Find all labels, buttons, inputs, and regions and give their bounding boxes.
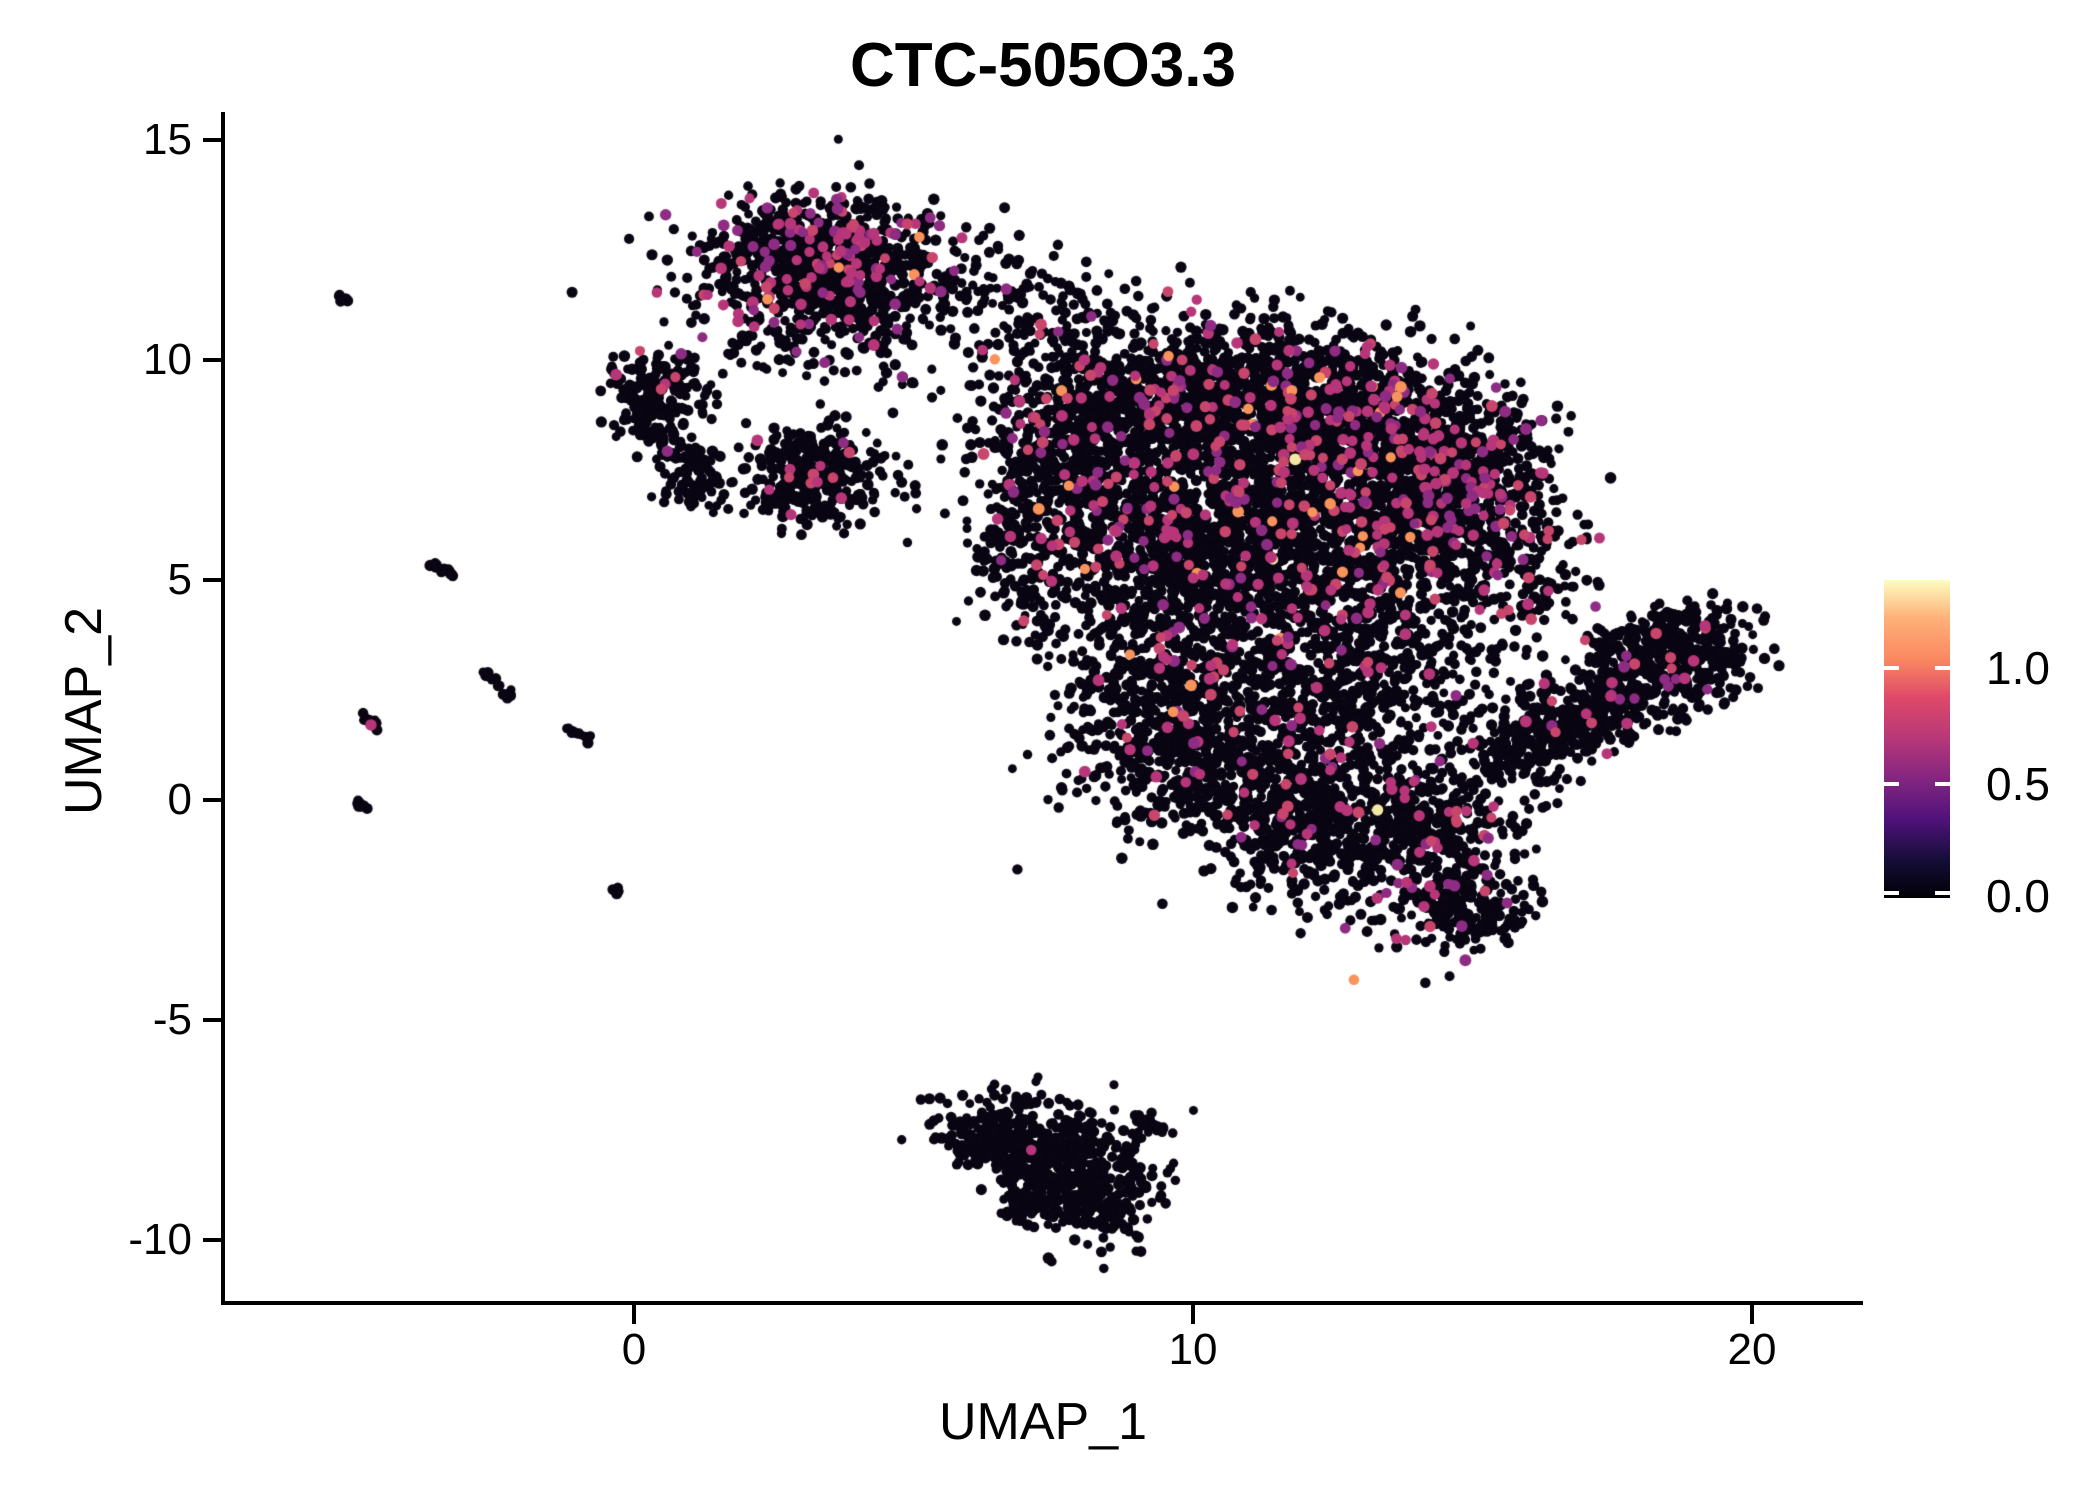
plot-title: CTC-505O3.3 bbox=[850, 31, 1236, 100]
y-tick-label-10: 10 bbox=[143, 335, 192, 384]
y-tick-label-5: 5 bbox=[167, 555, 192, 604]
x-axis-line bbox=[221, 1301, 1863, 1305]
y-tick-mark-5 bbox=[203, 578, 222, 582]
x-tick-mark-0 bbox=[632, 1305, 636, 1324]
x-axis-title: UMAP_1 bbox=[938, 1393, 1148, 1451]
x-tick-mark-20 bbox=[1750, 1305, 1754, 1324]
y-tick-mark-10 bbox=[203, 358, 222, 362]
y-axis-title: UMAP_2 bbox=[55, 606, 113, 816]
colorbar-label-0.0: 0.0 bbox=[1986, 870, 2050, 922]
colorbar-tick-0.5-right bbox=[1935, 782, 1950, 786]
x-tick-mark-10 bbox=[1191, 1305, 1195, 1324]
colorbar-tick-1.0-left bbox=[1884, 666, 1899, 670]
y-tick-label-15: 15 bbox=[143, 115, 192, 164]
colorbar-label-0.5: 0.5 bbox=[1986, 758, 2050, 810]
y-axis-line bbox=[221, 112, 225, 1304]
x-tick-label-20: 20 bbox=[1727, 1325, 1777, 1374]
y-tick-mark-neg10 bbox=[203, 1238, 222, 1242]
colorbar-tick-0.0-right bbox=[1935, 891, 1950, 895]
y-tick-label-neg5: -5 bbox=[152, 995, 192, 1044]
x-tick-label-10: 10 bbox=[1168, 1325, 1218, 1374]
y-tick-label-neg10: -10 bbox=[128, 1215, 192, 1264]
colorbar-gradient bbox=[1884, 580, 1950, 898]
x-tick-label-0: 0 bbox=[621, 1325, 647, 1374]
y-tick-mark-neg5 bbox=[203, 1018, 222, 1022]
y-tick-mark-0 bbox=[203, 798, 222, 802]
colorbar-tick-0.5-left bbox=[1884, 782, 1899, 786]
colorbar-tick-0.0-left bbox=[1884, 891, 1899, 895]
colorbar-tick-1.0-right bbox=[1935, 666, 1950, 670]
colorbar-label-1.0: 1.0 bbox=[1986, 642, 2050, 694]
y-tick-mark-15 bbox=[203, 138, 222, 142]
y-tick-label-0: 0 bbox=[167, 775, 192, 824]
